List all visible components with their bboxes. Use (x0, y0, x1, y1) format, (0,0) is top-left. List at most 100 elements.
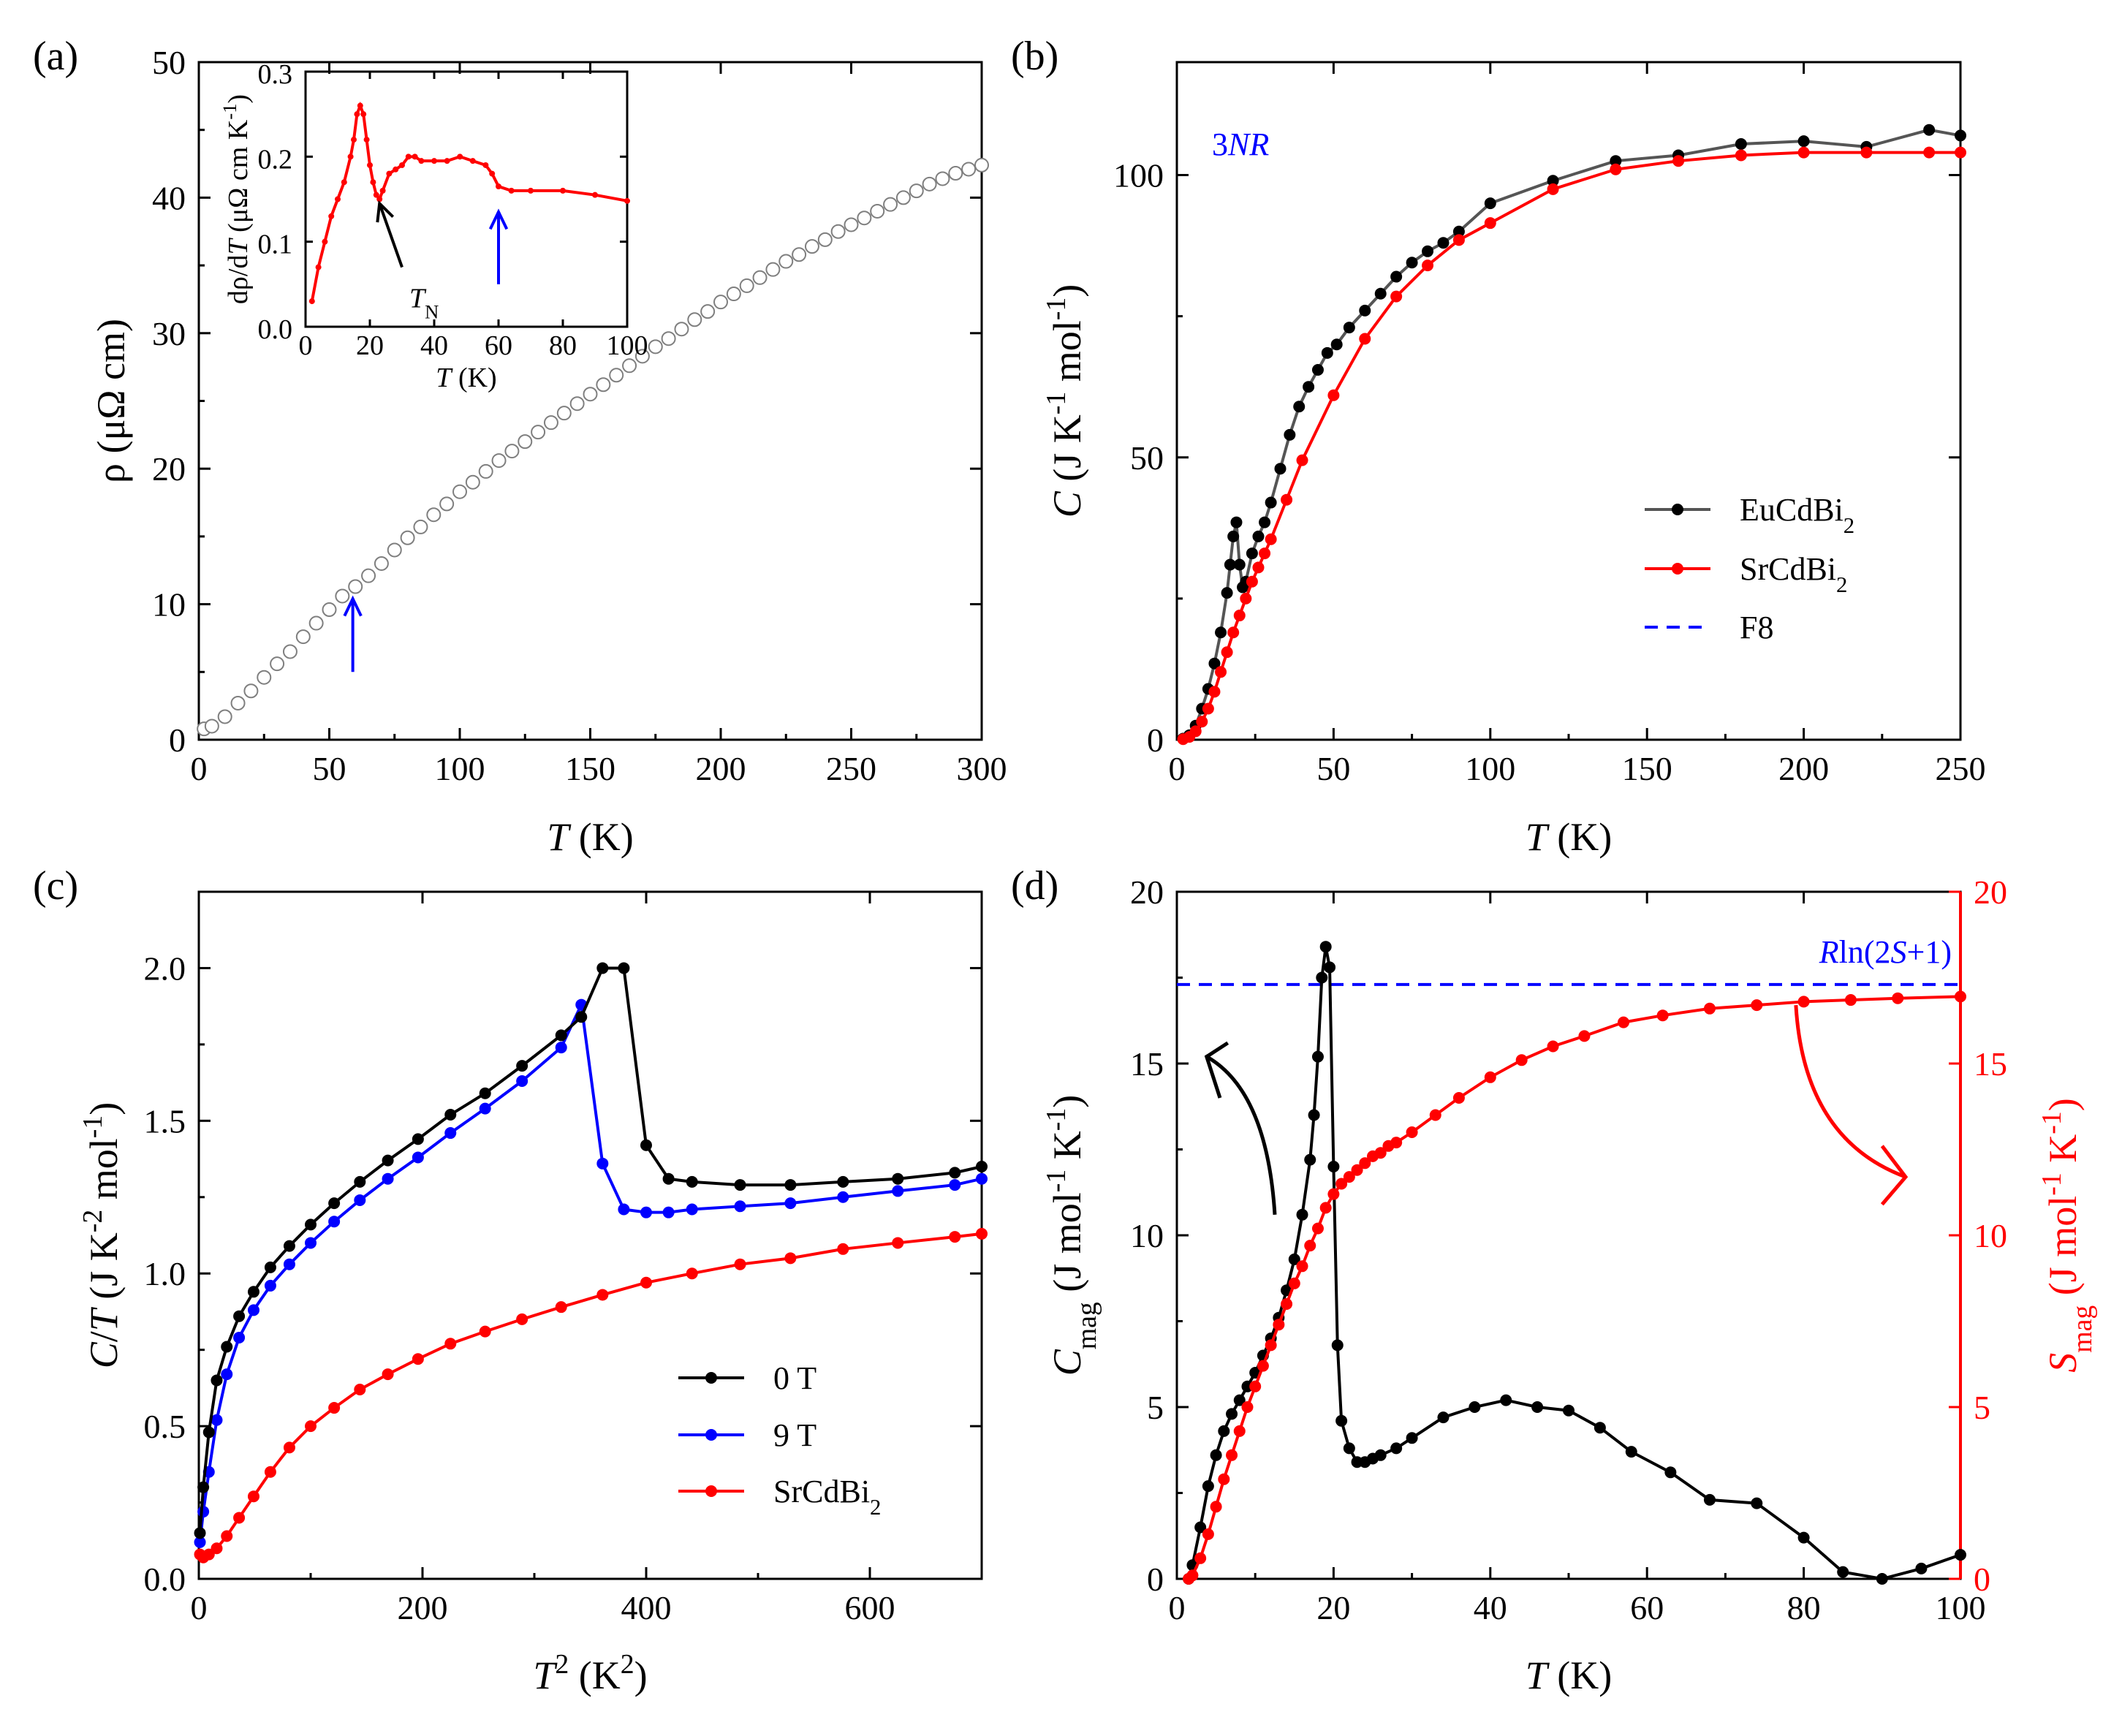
data-point (335, 588, 350, 604)
data-point (596, 377, 611, 393)
data-point (1484, 197, 1496, 210)
data-point (1319, 1202, 1332, 1214)
data-point (1437, 1411, 1450, 1424)
tn-arrow-shaft (378, 202, 403, 268)
data-point (734, 1200, 746, 1213)
data-point (1406, 1126, 1418, 1138)
panel-label-d: (d) (1011, 863, 1058, 909)
data-point (247, 1490, 259, 1503)
data-point (1196, 716, 1208, 728)
data-point (1274, 463, 1287, 475)
data-point (1218, 1425, 1230, 1437)
legend-label: EuCdBi2 (1740, 492, 1854, 538)
legend-marker (705, 1372, 717, 1384)
x-tick-label: 400 (621, 1589, 672, 1626)
data-point (1330, 338, 1343, 351)
data-point (895, 190, 911, 205)
data-point (1189, 725, 1202, 738)
data-point (1374, 1449, 1387, 1461)
legend-marker (705, 1485, 717, 1497)
data-point (354, 111, 360, 118)
data-point (328, 213, 335, 219)
y-axis-label: C/T (J K-2 mol-1) (77, 1102, 126, 1369)
x-tick-label: 0 (191, 750, 208, 787)
panel-label-c: (c) (33, 863, 78, 909)
data-point (341, 179, 347, 186)
x-tick-label: 300 (957, 750, 1007, 787)
data-point (233, 1331, 246, 1343)
y-tick-label: 0.5 (144, 1408, 186, 1445)
data-point (1233, 1394, 1246, 1406)
y-right-axis-label-part: ) (2041, 1098, 2085, 1111)
y-right-axis-label-part: -1 (2036, 1172, 2067, 1196)
data-point (373, 192, 379, 198)
data-point (354, 1383, 366, 1395)
data-point (1265, 1339, 1277, 1352)
x-axis-label-part: ) (634, 1653, 648, 1697)
data-point (662, 1172, 675, 1185)
y-axis-label-part: ) (82, 1102, 126, 1115)
inset-y-label: dρ/dT (μΩ cm K-1) (219, 94, 254, 304)
data-point (1547, 175, 1559, 187)
data-point (264, 1279, 276, 1292)
data-point (348, 579, 363, 594)
data-point (230, 695, 246, 710)
y-right-tick-label: 5 (1974, 1389, 1990, 1426)
data-point (418, 158, 425, 164)
data-point (1844, 994, 1857, 1007)
data-point (804, 239, 819, 254)
data-point (1860, 146, 1873, 159)
data-point (1422, 245, 1434, 257)
data-point (640, 1206, 652, 1218)
data-point (496, 183, 501, 190)
data-point (469, 158, 476, 164)
legend-marker (705, 1429, 717, 1441)
data-point (412, 1151, 424, 1164)
data-point (1218, 1473, 1230, 1485)
data-point (596, 1157, 609, 1170)
data-point (361, 568, 376, 583)
data-point (1311, 1050, 1324, 1063)
data-point (830, 224, 846, 239)
data-point (426, 507, 442, 523)
data-point (1241, 1401, 1254, 1413)
panel-label-a: (a) (33, 34, 78, 79)
data-point (295, 629, 311, 645)
data-point (382, 1368, 394, 1381)
data-point (662, 1206, 675, 1218)
data-point (531, 425, 546, 440)
data-point (489, 170, 496, 177)
data-point (457, 153, 463, 160)
legend-label: SrCdBi2 (773, 1474, 881, 1520)
data-point (949, 1167, 961, 1179)
data-point (1359, 304, 1371, 317)
x-tick-label: 50 (313, 750, 346, 787)
reference-line-label-part: S (1891, 934, 1907, 970)
data-point (1664, 1466, 1677, 1479)
y-axis-label-part: -1 (1041, 1170, 1072, 1193)
data-point (949, 1231, 961, 1243)
y-right-tick-label: 20 (1974, 873, 2007, 911)
data-point (1293, 401, 1306, 413)
data-point (892, 1185, 904, 1197)
data-point (974, 157, 989, 173)
inset-blue-arrow-head (488, 208, 509, 230)
x-axis-label-part: T (547, 815, 572, 859)
data-point (1797, 135, 1810, 148)
data-point (1923, 124, 1936, 136)
data-point (1618, 1016, 1630, 1028)
data-point (412, 1133, 424, 1145)
x-axis-label: T2 (K2) (533, 1649, 647, 1697)
data-point (1230, 516, 1243, 528)
data-point (1500, 1394, 1512, 1406)
data-point (204, 719, 219, 734)
x-tick-label: 60 (1630, 1589, 1664, 1626)
x-tick-label: 20 (1316, 1589, 1350, 1626)
data-point (1249, 1380, 1262, 1392)
data-point (1515, 1054, 1528, 1066)
x-tick-label: 0 (1169, 1589, 1186, 1626)
data-point (1194, 1521, 1207, 1534)
data-point (1319, 941, 1332, 953)
